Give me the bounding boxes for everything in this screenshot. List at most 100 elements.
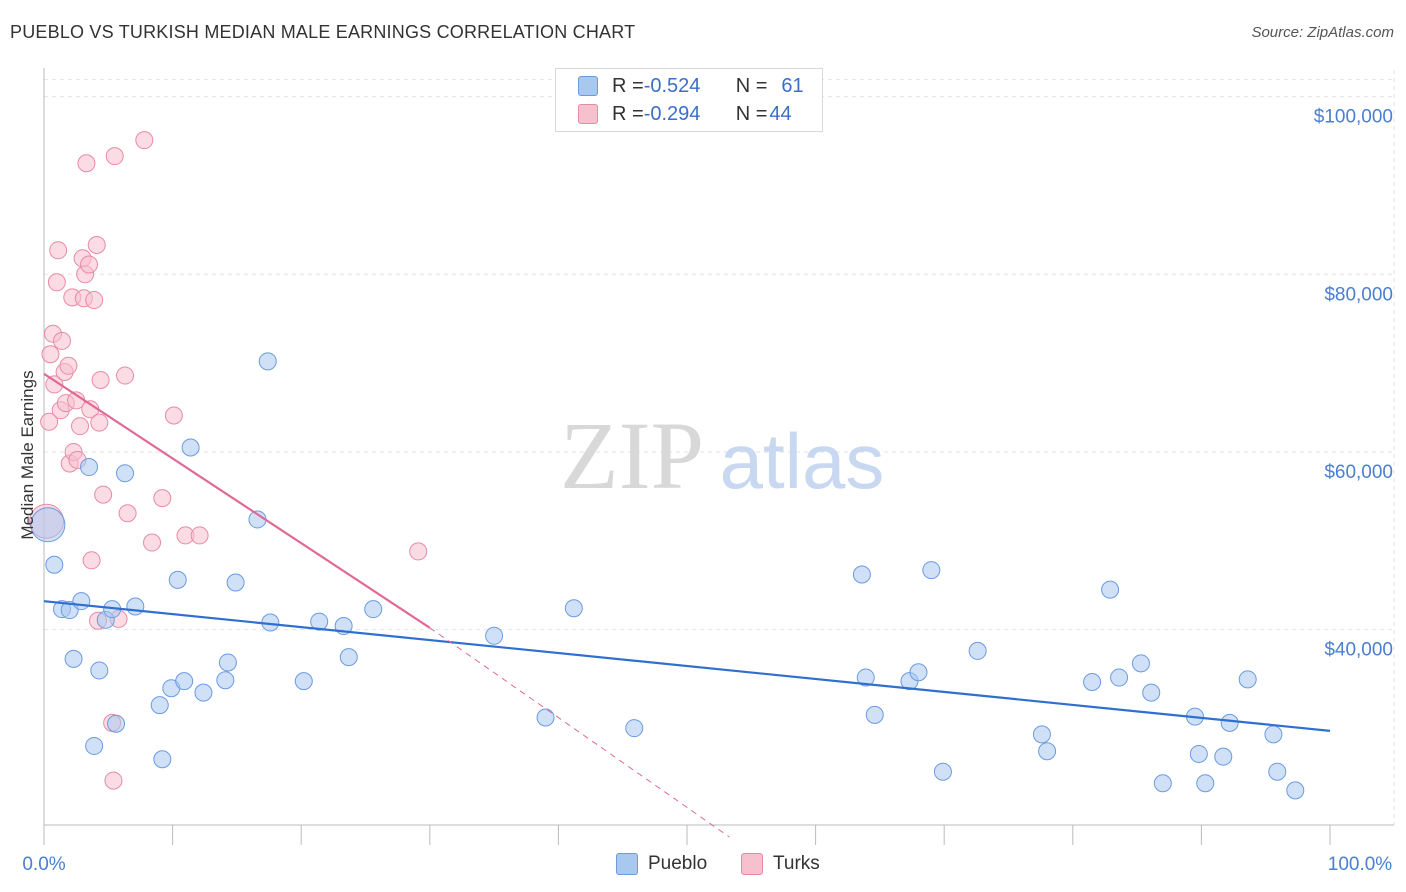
pueblo-trend-line — [43, 600, 1331, 732]
turks-legend-label: Turks — [773, 853, 820, 874]
pueblo-legend-label: Pueblo — [648, 853, 708, 874]
turks-point — [47, 273, 66, 292]
turks-point — [104, 771, 123, 790]
pueblo-point — [310, 612, 329, 631]
y-tick-label: $80,000 — [1324, 284, 1393, 305]
pueblo-point — [90, 661, 109, 680]
n-label: N = — [735, 102, 768, 125]
pueblo-point — [1286, 781, 1305, 800]
pueblo-point — [168, 570, 187, 589]
turks-point — [105, 147, 124, 166]
stats-legend: R = -0.524 N = 61 R = -0.294 N = 44 — [555, 68, 823, 132]
pueblo-point — [625, 719, 644, 738]
turks-point — [80, 255, 99, 274]
axes — [43, 68, 1394, 845]
pueblo-point — [1189, 744, 1208, 763]
pueblo-point — [72, 592, 91, 611]
pueblo-point — [1196, 774, 1215, 793]
pueblo-point — [153, 750, 172, 769]
n-label: N = — [735, 74, 768, 97]
turks-point — [41, 345, 60, 364]
chart-title: PUEBLO VS TURKISH MEDIAN MALE EARNINGS C… — [10, 22, 636, 42]
pueblo-point — [968, 641, 987, 660]
watermark-atlas: atlas — [720, 417, 885, 505]
r-label: R = — [612, 102, 644, 125]
pueblo-point — [1083, 672, 1102, 691]
r-value: -0.524 — [643, 74, 701, 97]
turks-legend-swatch — [741, 853, 763, 875]
pueblo-point — [909, 663, 928, 682]
turks-point — [91, 370, 110, 389]
pueblo-point — [364, 600, 383, 619]
pueblo-point — [181, 438, 200, 457]
pueblo-point — [126, 597, 145, 616]
turks-point — [87, 235, 106, 254]
turks-point — [85, 291, 104, 310]
y-axis-title: Median Male Earnings — [18, 370, 37, 539]
watermark: ZIP atlas — [560, 402, 884, 509]
pueblo-point — [194, 683, 213, 702]
turks-point — [153, 489, 172, 508]
pueblo-point — [80, 458, 99, 477]
pueblo-point — [865, 705, 884, 724]
pueblo-point — [852, 565, 871, 584]
turks-point — [94, 485, 113, 504]
r-value: -0.294 — [643, 102, 701, 125]
pueblo-point — [1101, 580, 1120, 599]
legend-row-pueblo: R = -0.524 N = 61 — [578, 72, 804, 100]
pueblo-point — [294, 672, 313, 691]
turks-point — [71, 417, 90, 436]
pueblo-point — [1110, 668, 1129, 687]
pueblo-point — [258, 352, 277, 371]
y-tick-label: $40,000 — [1324, 640, 1393, 661]
pueblo-point — [218, 653, 237, 672]
pueblo-point — [116, 464, 135, 483]
legend-row-turks: R = -0.294 N = 44 — [578, 100, 792, 128]
legend-item-pueblo[interactable]: Pueblo — [616, 851, 707, 877]
pueblo-point — [922, 561, 941, 580]
turks-trend-extension — [429, 627, 730, 838]
turks-point — [143, 533, 162, 552]
pueblo-point — [175, 672, 194, 691]
legend-item-turks[interactable]: Turks — [741, 851, 820, 877]
n-value: 61 — [781, 74, 804, 97]
y-tick-label: $100,000 — [1314, 107, 1393, 128]
turks-point — [82, 551, 101, 570]
pueblo-point — [1038, 742, 1057, 761]
pueblo-point — [1268, 762, 1287, 781]
pueblo-point — [226, 573, 245, 592]
turks-point — [118, 504, 137, 523]
pueblo-point — [85, 736, 104, 755]
turks-point — [59, 356, 78, 375]
pueblo-point — [1220, 713, 1239, 732]
trend-lines — [43, 372, 1331, 838]
y-tick-label: $60,000 — [1324, 462, 1393, 483]
pueblo-point — [1142, 683, 1161, 702]
turks-point — [116, 366, 135, 385]
turks-point — [190, 526, 209, 545]
pueblo-point — [933, 762, 952, 781]
source-label: Source: ZipAtlas.com — [1251, 24, 1394, 41]
tick-labels: $40,000 $60,000 $80,000 $100,000 0.0% 100.0% — [22, 107, 1393, 875]
pueblo-point — [1131, 654, 1150, 673]
x-tick-label-min: 0.0% — [22, 854, 65, 875]
x-tick-label-max: 100.0% — [1328, 854, 1393, 875]
pueblo-point — [64, 649, 83, 668]
n-value: 44 — [769, 102, 792, 125]
pueblo-point — [1214, 747, 1233, 766]
turks-point — [90, 413, 109, 432]
data-points — [29, 131, 1305, 800]
turks-point — [40, 412, 59, 431]
watermark-zip: ZIP — [560, 402, 704, 509]
turks-point — [77, 154, 96, 173]
turks-point — [53, 331, 72, 350]
turks-point — [164, 406, 183, 425]
turks-point — [45, 375, 64, 394]
pueblo-point — [1264, 725, 1283, 744]
pueblo-point — [536, 708, 555, 727]
turks-swatch — [578, 104, 598, 124]
pueblo-point — [30, 507, 66, 543]
r-label: R = — [612, 74, 644, 97]
pueblo-point — [339, 648, 358, 667]
